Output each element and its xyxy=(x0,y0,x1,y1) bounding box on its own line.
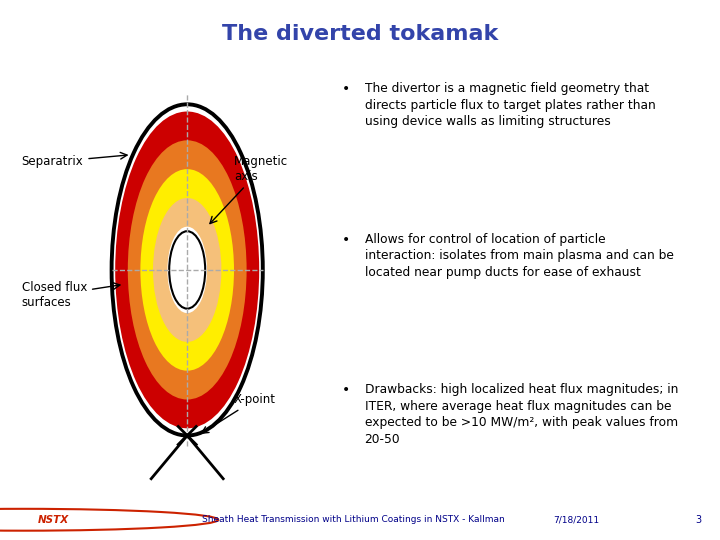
Text: The diverted tokamak: The diverted tokamak xyxy=(222,24,498,44)
Ellipse shape xyxy=(115,111,259,428)
Polygon shape xyxy=(216,484,245,501)
Text: Magnetic
axis: Magnetic axis xyxy=(210,155,288,224)
Ellipse shape xyxy=(127,140,246,400)
Ellipse shape xyxy=(140,169,234,370)
Text: Divertor
targets: Divertor targets xyxy=(0,539,1,540)
Text: •: • xyxy=(342,383,351,397)
Ellipse shape xyxy=(167,227,207,313)
Text: Drawbacks: high localized heat flux magnitudes; in
ITER, where average heat flux: Drawbacks: high localized heat flux magn… xyxy=(364,383,678,446)
Text: 3: 3 xyxy=(696,515,701,525)
Text: X-point: X-point xyxy=(202,393,276,433)
Text: Separatrix: Separatrix xyxy=(22,152,127,168)
Text: NSTX: NSTX xyxy=(37,515,68,525)
Text: Sheath Heat Transmission with Lithium Coatings in NSTX - Kallman: Sheath Heat Transmission with Lithium Co… xyxy=(202,515,504,524)
Text: Allows for control of location of particle
interaction: isolates from main plasm: Allows for control of location of partic… xyxy=(364,233,673,279)
Text: •: • xyxy=(342,82,351,96)
Text: Closed flux
surfaces: Closed flux surfaces xyxy=(22,281,120,309)
Text: •: • xyxy=(342,233,351,247)
Text: 7/18/2011: 7/18/2011 xyxy=(553,515,599,524)
Ellipse shape xyxy=(153,198,222,342)
Text: The divertor is a magnetic field geometry that
directs particle flux to target p: The divertor is a magnetic field geometr… xyxy=(364,82,655,128)
Polygon shape xyxy=(130,484,158,501)
